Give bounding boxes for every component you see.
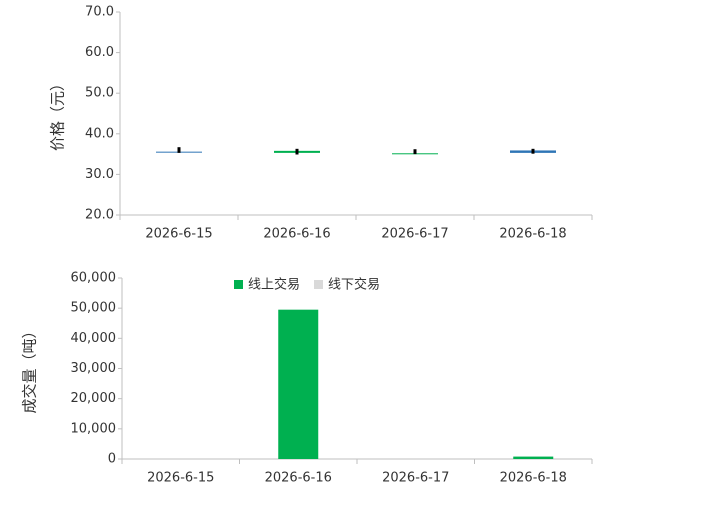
y-tick-label: 60.0 [85, 45, 114, 60]
x-tick-label: 2026-6-18 [500, 471, 567, 486]
legend-label: 线上交易 [248, 277, 300, 293]
bar [513, 456, 554, 459]
y-tick-label: 60,000 [71, 271, 117, 286]
x-tick-label: 2026-6-16 [265, 471, 332, 486]
legend-swatch [314, 280, 323, 289]
y-axis-label: 成交量（吨） [21, 323, 39, 413]
y-tick-label: 50.0 [85, 86, 114, 101]
x-tick-label: 2026-6-17 [381, 227, 448, 242]
bar [278, 309, 319, 459]
legend-swatch [234, 280, 243, 289]
y-tick-label: 10,000 [71, 421, 117, 436]
x-tick-label: 2026-6-17 [382, 471, 449, 486]
x-tick-label: 2026-6-15 [145, 227, 212, 242]
y-tick-label: 30,000 [71, 361, 117, 376]
y-tick-label: 0 [108, 452, 116, 467]
y-tick-label: 50,000 [71, 301, 117, 316]
legend-label: 线下交易 [328, 277, 380, 293]
y-axis-label: 价格（元） [49, 76, 67, 151]
x-tick-label: 2026-6-18 [499, 227, 566, 242]
y-tick-label: 30.0 [85, 167, 114, 182]
y-tick-label: 20.0 [85, 208, 114, 223]
y-tick-label: 70.0 [85, 5, 114, 20]
y-tick-label: 20,000 [71, 391, 117, 406]
x-tick-label: 2026-6-15 [147, 471, 214, 486]
y-tick-label: 40.0 [85, 126, 114, 141]
y-tick-label: 40,000 [71, 331, 117, 346]
x-tick-label: 2026-6-16 [263, 227, 330, 242]
